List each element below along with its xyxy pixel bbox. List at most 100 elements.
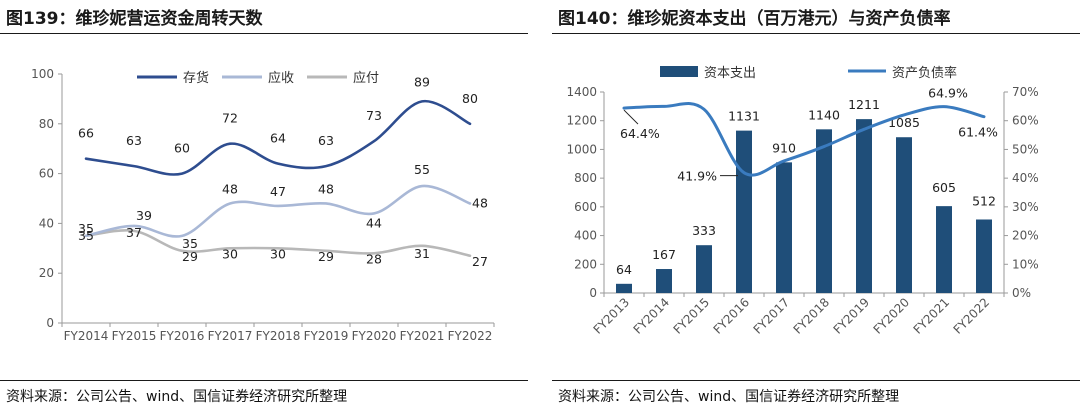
right-source-note: 资料来源：公司公告、wind、国信证券经济研究所整理 [558,389,900,405]
right-capex-bar [776,162,792,293]
right-capex-bar [656,269,672,293]
left-inventory-data-label: 80 [462,91,478,106]
left-y-tick-label: 40 [39,216,54,230]
left-receivable-data-label: 39 [136,208,152,223]
right-capex-data-label: 1131 [728,109,760,124]
right-capex-data-label: 1211 [848,97,880,112]
left-legend-label: 存货 [183,70,209,86]
right-right-tick-label: 20% [1012,229,1039,243]
right-left-tick-label: 800 [574,171,597,185]
left-x-tick-label: FY2018 [256,329,301,343]
right-capex-bar [736,130,752,293]
right-x-tick-label: FY2013 [591,295,633,337]
right-x-tick-label: FY2022 [951,295,993,337]
right-label-leader [623,109,639,125]
right-right-tick-label: 30% [1012,200,1039,214]
right-x-tick-label: FY2015 [671,295,713,337]
left-x-tick-label: FY2016 [160,329,205,343]
right-left-tick-label: 1000 [566,142,597,156]
left-series-line-2 [84,184,472,238]
right-capex-bar [936,206,952,293]
right-capex-data-label: 605 [932,180,956,195]
right-left-tick-label: 1200 [566,114,597,128]
right-right-tick-label: 70% [1012,85,1039,99]
right-capex-bar [856,119,872,293]
left-x-tick-label: FY2015 [112,329,157,343]
left-receivable-data-label: 35 [182,236,198,251]
left-x-tick-label: FY2019 [304,329,349,343]
right-capex-bar [816,129,832,293]
left-receivable-data-label: 48 [472,195,488,210]
right-right-tick-label: 0% [1012,286,1031,300]
right-right-tick-label: 40% [1012,171,1039,185]
right-capex-data-label: 512 [972,193,996,208]
right-ratio-data-label: 64.4% [620,126,660,141]
right-ratio-data-label: 61.4% [958,125,998,140]
left-series-line-1 [84,100,472,176]
right-x-tick-label: FY2016 [711,295,753,337]
left-receivable-data-label: 48 [222,181,238,196]
left-inventory-data-label: 66 [78,126,94,141]
right-left-tick-label: 200 [574,257,597,271]
left-payable-data-label: 30 [270,246,286,261]
right-capex-bar [896,137,912,293]
left-inventory-data-label: 72 [222,111,238,126]
left-x-tick-label: FY2020 [352,329,397,343]
right-ratio-data-label: 64.9% [928,86,968,101]
left-legend-label: 应付 [353,70,379,86]
left-receivable-data-label: 47 [270,184,286,199]
left-payable-data-label: 29 [318,249,334,264]
left-y-tick-label: 20 [39,266,54,280]
left-bottom-rule [0,380,528,381]
right-top-rule [552,33,1080,34]
right-x-tick-label: FY2019 [831,295,873,337]
right-legend-line-label: 资产负债率 [892,65,957,81]
left-payable-data-label: 27 [472,254,488,269]
right-capex-data-label: 333 [692,223,716,238]
right-capex-data-label: 167 [652,247,676,262]
right-left-tick-label: 1400 [566,85,597,99]
left-x-tick-label: FY2021 [400,329,445,343]
left-y-tick-label: 60 [39,167,54,181]
right-x-tick-label: FY2021 [911,295,953,337]
right-chart: 0 200 400 600 800 1000 1200 1400 0% 10% 20% 30% 40% 5… [566,65,1039,337]
left-figure-title: 图139：维珍妮营运资金周转天数 [6,9,263,29]
left-legend-label: 应收 [268,70,294,86]
left-receivable-data-label: 48 [318,181,334,196]
left-payable-data-label: 31 [414,246,430,261]
right-capex-data-label: 1140 [808,107,840,122]
left-inventory-data-label: 60 [174,141,190,156]
left-source-note: 资料来源：公司公告、wind、国信证券经济研究所整理 [6,389,348,405]
right-legend-bar-swatch [660,66,698,77]
right-x-tick-label: FY2018 [791,295,833,337]
right-debt-ratio-line [622,102,986,177]
right-ratio-data-label: 41.9% [677,169,717,184]
right-capex-bar [616,283,632,293]
left-x-tick-label: FY2017 [208,329,253,343]
left-series-line-3 [84,229,472,258]
left-inventory-data-label: 64 [270,131,286,146]
left-inventory-data-label: 73 [366,108,382,123]
right-right-tick-label: 10% [1012,257,1039,271]
right-x-tick-label: FY2017 [751,295,793,337]
left-inventory-data-label: 89 [414,74,430,89]
right-x-tick-label: FY2014 [631,295,673,337]
left-figure-panel: 图139：维珍妮营运资金周转天数 0 20 40 60 80 100 FY2014 FY201… [0,0,528,412]
left-x-tick-label: FY2014 [64,329,109,343]
right-right-tick-label: 50% [1012,142,1039,156]
left-receivable-data-label: 44 [366,215,382,230]
left-y-tick-label: 0 [46,316,54,330]
left-x-tick-label: FY2022 [448,329,493,343]
left-top-rule [0,33,528,34]
left-payable-data-label: 29 [182,249,198,264]
right-left-tick-label: 0 [589,286,597,300]
left-payable-data-label: 35 [78,228,94,243]
left-receivable-data-label: 35 [78,221,94,236]
left-payable-data-label: 30 [222,246,238,261]
right-right-tick-label: 60% [1012,114,1039,128]
right-capex-data-label: 64 [616,262,632,277]
right-left-tick-label: 600 [574,200,597,214]
left-payable-data-label: 37 [126,225,142,240]
left-y-tick-label: 100 [31,67,54,81]
